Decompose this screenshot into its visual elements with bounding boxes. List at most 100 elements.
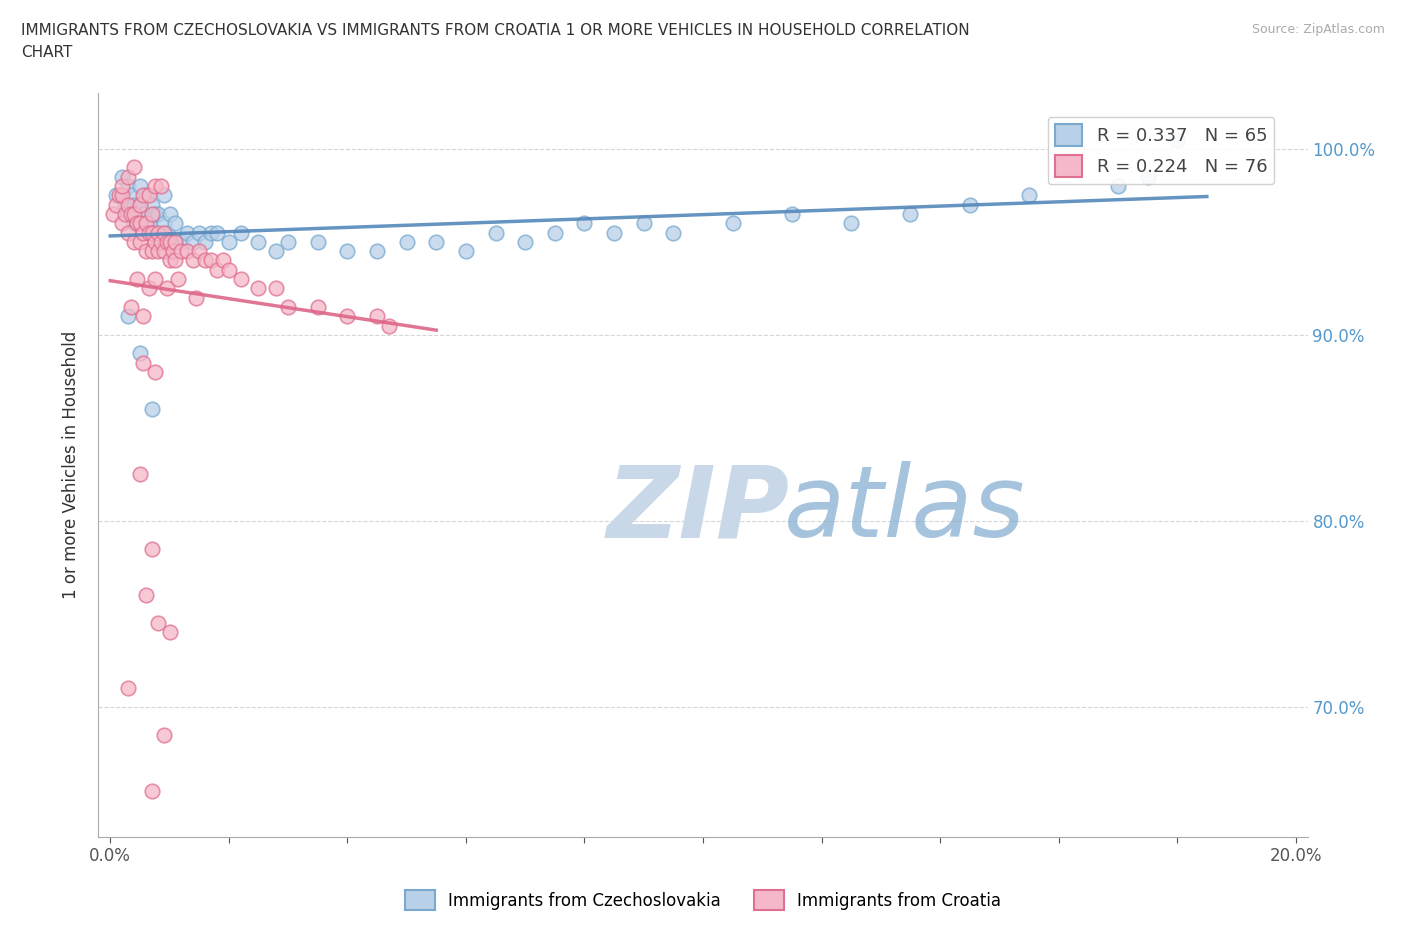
Point [900,206,922,221]
Point [138,188,160,203]
Point [574,216,596,231]
Point [117,179,139,193]
Point [138,281,160,296]
Point [425,234,447,249]
Point [125,206,148,221]
Point [336,244,359,259]
Point [378,318,401,333]
Point [132,309,155,324]
Point [159,206,181,221]
Point [454,244,477,259]
Point [141,541,163,556]
Point [200,225,222,240]
Point [141,197,163,212]
Point [152,244,174,259]
Point [149,225,172,240]
Point [129,179,152,193]
Point [229,272,252,286]
Point [152,216,174,231]
Point [188,225,211,240]
Point [307,299,329,314]
Point [721,216,744,231]
Point [839,216,862,231]
Point [138,225,160,240]
Point [117,169,139,184]
Point [141,244,163,259]
Point [165,234,187,249]
Point [194,253,217,268]
Y-axis label: 1 or more Vehicles in Household: 1 or more Vehicles in Household [62,331,80,599]
Point [105,197,128,212]
Point [366,309,388,324]
Point [129,216,152,231]
Point [122,216,145,231]
Point [176,244,198,259]
Point [117,225,139,240]
Legend: R = 0.337   N = 65, R = 0.224   N = 76: R = 0.337 N = 65, R = 0.224 N = 76 [1047,117,1274,184]
Point [152,188,174,203]
Point [143,234,166,249]
Point [120,206,142,221]
Point [515,234,537,249]
Point [143,179,166,193]
Point [165,216,187,231]
Point [122,206,145,221]
Text: IMMIGRANTS FROM CZECHOSLOVAKIA VS IMMIGRANTS FROM CROATIA 1 OR MORE VEHICLES IN : IMMIGRANTS FROM CZECHOSLOVAKIA VS IMMIGR… [21,23,970,38]
Point [277,234,299,249]
Point [129,467,152,482]
Point [1136,169,1159,184]
Point [395,234,418,249]
Point [114,197,136,212]
Point [155,281,177,296]
Point [122,160,145,175]
Point [205,225,228,240]
Point [336,309,359,324]
Point [146,616,169,631]
Point [544,225,567,240]
Point [155,234,177,249]
Point [181,234,204,249]
Point [194,234,217,249]
Point [167,272,190,286]
Point [155,225,177,240]
Point [129,197,152,212]
Point [959,197,981,212]
Point [108,188,131,203]
Point [141,225,163,240]
Point [165,234,187,249]
Point [229,225,252,240]
Point [200,253,222,268]
Point [146,225,169,240]
Point [135,244,157,259]
Point [662,225,685,240]
Point [135,216,157,231]
Point [129,234,152,249]
Point [188,244,211,259]
Point [159,234,181,249]
Point [1107,179,1129,193]
Point [132,225,155,240]
Point [114,206,136,221]
Point [152,727,174,742]
Point [149,234,172,249]
Point [129,346,152,361]
Point [165,253,187,268]
Point [218,262,240,277]
Point [135,188,157,203]
Point [277,299,299,314]
Point [103,206,125,221]
Legend: Immigrants from Czechoslovakia, Immigrants from Croatia: Immigrants from Czechoslovakia, Immigran… [398,884,1008,917]
Point [186,290,208,305]
Text: Source: ZipAtlas.com: Source: ZipAtlas.com [1251,23,1385,36]
Point [105,188,128,203]
Point [159,253,181,268]
Point [146,206,169,221]
Point [120,299,142,314]
Point [143,365,166,379]
Point [135,216,157,231]
Point [264,281,287,296]
Point [132,188,155,203]
Text: atlas: atlas [785,461,1025,558]
Point [138,216,160,231]
Point [170,234,193,249]
